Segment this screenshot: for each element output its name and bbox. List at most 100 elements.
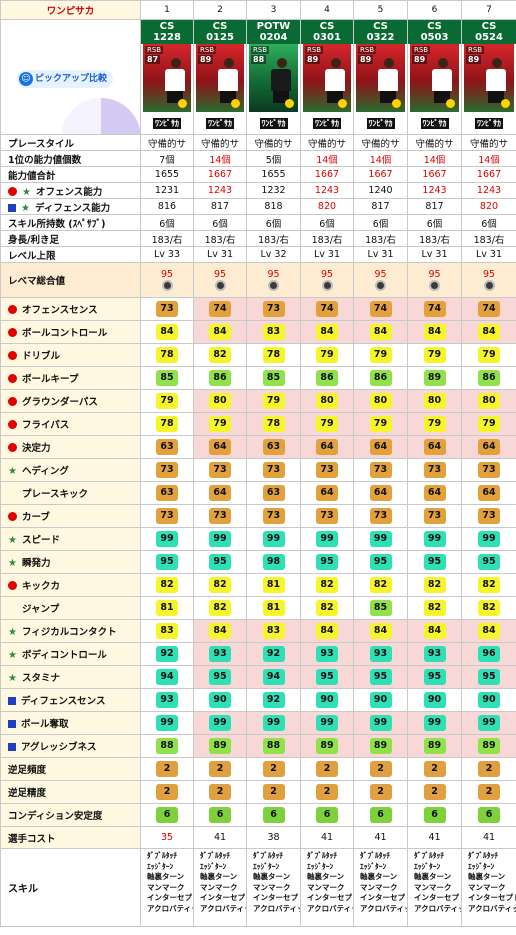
player-card-cell[interactable]: POTW 0204 RSB 88 ﾜﾝﾋﾟｻｶ <box>246 19 301 135</box>
stat-label-text: フィジカルコンタクト <box>22 627 117 638</box>
skill-item: マンマーク <box>147 882 185 892</box>
skill-item: ﾀﾞﾌﾞﾙﾀｯﾁ <box>200 851 230 860</box>
stat-cell: 99 <box>246 527 301 551</box>
stat-value-badge: 92 <box>262 692 285 708</box>
sub-stat-cell: 2 <box>300 780 354 804</box>
stat-cell: 74 <box>353 297 408 321</box>
stat-value-badge: 84 <box>423 324 446 340</box>
card-rating: 89 <box>198 55 214 64</box>
player-card-image[interactable]: RSB 89 <box>356 44 405 112</box>
sub-stat-cell: 2 <box>407 780 462 804</box>
sub-stat-value-badge: 2 <box>156 784 178 800</box>
ball-icon <box>231 99 240 108</box>
card-header: POTW 0204 <box>247 20 300 44</box>
stat-value-badge: 99 <box>316 715 338 731</box>
stat-cell: 84 <box>407 320 462 344</box>
info-value: 818 <box>246 198 301 215</box>
stat-label: キックカ <box>0 573 141 597</box>
stat-row: フライパス 78 79 78 79 79 79 79 <box>0 412 516 436</box>
level-max-total-number: 95 <box>482 268 496 280</box>
sub-stat-cell: 2 <box>300 757 354 781</box>
skill-item: アクロバティッククリア <box>414 903 461 913</box>
player-card-cell[interactable]: CS 0125 RSB 89 ﾜﾝﾋﾟｻｶ <box>193 19 247 135</box>
player-card-cell[interactable]: CS 0503 RSB 89 ﾜﾝﾋﾟｻｶ <box>407 19 462 135</box>
stat-cell: 74 <box>461 297 516 321</box>
stat-row: ドリブル 78 82 78 79 79 79 79 <box>0 343 516 367</box>
stat-cell: 83 <box>246 320 301 344</box>
sub-stat-value-badge: 2 <box>423 761 446 777</box>
player-card-cell[interactable]: CS 0524 RSB 89 ﾜﾝﾋﾟｻｶ <box>461 19 516 135</box>
stat-value-badge: 95 <box>478 554 500 570</box>
player-card-image[interactable]: RSB 89 <box>196 44 244 112</box>
info-row: レベル上限 Lv 33 Lv 31 Lv 32 Lv 31 Lv 31 Lv 31 Lv 31 <box>0 246 516 263</box>
player-head <box>224 58 234 68</box>
skill-item: ｴｯｼﾞﾀｰﾝ <box>360 861 387 871</box>
stat-value-badge: 85 <box>156 370 178 386</box>
stat-cell: 90 <box>353 688 408 712</box>
info-label-text: オフェンス能力 <box>36 186 103 198</box>
stat-cell: 79 <box>300 343 354 367</box>
player-card-image[interactable]: RSB 87 <box>143 44 191 112</box>
stat-value-badge: 79 <box>316 347 338 363</box>
info-value: 守備的サ <box>300 134 354 151</box>
stat-value-badge: 99 <box>423 715 446 731</box>
info-value: 1667 <box>300 166 354 183</box>
stat-cell: 89 <box>407 366 462 390</box>
card-player-name-text: ﾜﾝﾋﾟｻｶ <box>366 118 395 129</box>
stat-label-text: 瞬発力 <box>22 558 51 569</box>
stat-value-badge: 82 <box>316 577 338 593</box>
stat-label: ★ スピード <box>0 527 141 551</box>
stat-label: ★ スタミナ <box>0 665 141 689</box>
stat-value-badge: 95 <box>209 554 231 570</box>
info-value: 817 <box>407 198 462 215</box>
info-row: スキル所持数 (ｽﾍﾟｻﾌﾞ) 6個 6個 6個 6個 6個 6個 6個 <box>0 214 516 231</box>
stat-value-badge: 79 <box>423 416 446 432</box>
stat-value-badge: 73 <box>316 462 338 478</box>
player-cost-value: 38 <box>246 826 301 849</box>
skill-item: インターセプト <box>414 893 461 902</box>
info-value: 817 <box>193 198 247 215</box>
player-card-cell[interactable]: CS 0301 RSB 89 ﾜﾝﾋﾟｻｶ <box>300 19 354 135</box>
player-card-image[interactable]: RSB 88 <box>249 44 298 112</box>
card-date: 0301 <box>313 32 341 43</box>
player-card-cell[interactable]: CS 1228 RSB 87 ﾜﾝﾋﾟｻｶ <box>140 19 194 135</box>
stat-value-badge: 63 <box>262 439 285 455</box>
skills-cell: ﾀﾞﾌﾞﾙﾀｯﾁｴｯｼﾞﾀｰﾝ軸裏ターンマンマークインターセプトアクロバティック… <box>246 848 301 927</box>
stat-cell: 95 <box>461 665 516 689</box>
stat-row: ★ ボディコントロール 92 93 92 93 93 93 96 <box>0 642 516 666</box>
info-value: 6個 <box>140 214 194 231</box>
stat-cell: 93 <box>407 642 462 666</box>
player-card-image[interactable]: RSB 89 <box>464 44 514 112</box>
pickup-compare-button[interactable]: ☺ ピックアップ比較 <box>17 70 114 88</box>
skill-item: インターセプト <box>307 893 353 902</box>
stat-row: ★ スピード 99 99 99 99 99 99 99 <box>0 527 516 551</box>
skill-list: ﾀﾞﾌﾞﾙﾀｯﾁｴｯｼﾞﾀｰﾝ軸裏ターンマンマークインターセプトアクロバティック… <box>409 850 461 915</box>
column-number: 5 <box>353 0 408 20</box>
player-head <box>171 58 181 68</box>
stat-value-badge: 95 <box>316 554 338 570</box>
player-card-image[interactable]: RSB 89 <box>410 44 459 112</box>
stat-cell: 82 <box>140 573 194 597</box>
stat-value-badge: 89 <box>423 738 446 754</box>
info-value: 1231 <box>140 182 194 199</box>
player-card-image[interactable]: RSB 89 <box>303 44 351 112</box>
player-name-cell: ワンピサカ <box>0 0 141 20</box>
stat-value-badge: 64 <box>209 485 231 501</box>
skill-item: インターセプト <box>200 893 246 902</box>
stat-cell: 64 <box>461 435 516 459</box>
level-max-total-value: 95 <box>461 262 516 298</box>
skills-cell: ﾀﾞﾌﾞﾙﾀｯﾁｴｯｼﾞﾀｰﾝ軸裏ターンマンマークインターセプトアクロバティック… <box>193 848 247 927</box>
stat-cell: 79 <box>246 389 301 413</box>
player-card-cell[interactable]: CS 0322 RSB 89 ﾜﾝﾋﾟｻｶ <box>353 19 408 135</box>
level-max-icon <box>375 279 386 291</box>
info-value: 183/右 <box>193 230 247 247</box>
stat-cell: 94 <box>140 665 194 689</box>
stat-cell: 82 <box>461 596 516 620</box>
skill-item: マンマーク <box>307 882 345 892</box>
stat-cell: 95 <box>353 550 408 574</box>
stat-value-badge: 99 <box>316 531 338 547</box>
attack-dot-icon <box>8 581 17 590</box>
stat-cell: 64 <box>461 481 516 505</box>
stat-cell: 73 <box>246 458 301 482</box>
card-player-name-text: ﾜﾝﾋﾟｻｶ <box>420 118 449 129</box>
